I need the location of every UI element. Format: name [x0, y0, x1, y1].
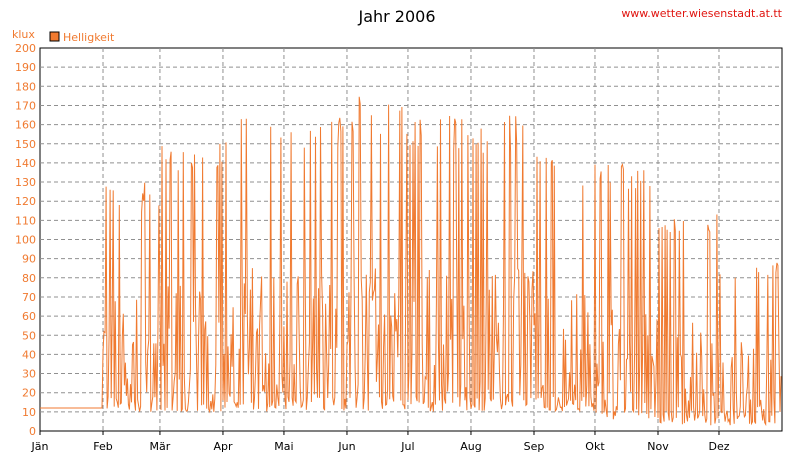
y-tick-label: 40	[22, 348, 36, 361]
y-tick-label: 10	[22, 406, 36, 419]
y-tick-label: 80	[22, 272, 36, 285]
x-tick-label: Jul	[400, 440, 414, 453]
y-tick-label: 180	[15, 80, 36, 93]
y-tick-label: 50	[22, 329, 36, 342]
y-tick-label: 140	[15, 157, 36, 170]
y-axis: 0 10 20 30 40 50 60 70 80 90 100 110 120 130 140 150 160…	[15, 42, 36, 438]
y-tick-label: 20	[22, 387, 36, 400]
legend-swatch	[49, 31, 60, 42]
y-tick-label: 100	[15, 234, 36, 247]
x-tick-label: Mai	[274, 440, 293, 453]
x-tick-label: Mär	[150, 440, 171, 453]
x-tick-label: Dez	[708, 440, 729, 453]
y-tick-label: 150	[15, 138, 36, 151]
y-tick-label: 170	[15, 99, 36, 112]
y-tick-label: 190	[15, 61, 36, 74]
x-tick-label: Jän	[31, 440, 49, 453]
y-tick-label: 70	[22, 291, 36, 304]
y-tick-label: 0	[29, 425, 36, 438]
series-helligkeit	[40, 96, 782, 427]
x-tick-label: Apr	[213, 440, 233, 453]
x-tick-label: Feb	[93, 440, 112, 453]
y-tick-label: 130	[15, 176, 36, 189]
x-tick-label: Sep	[524, 440, 545, 453]
x-tick-label: Aug	[460, 440, 481, 453]
x-tick-label: Okt	[585, 440, 605, 453]
watermark-link[interactable]: www.wetter.wiesenstadt.at.tt	[621, 7, 782, 20]
series-line-helligkeit	[40, 96, 782, 427]
y-tick-label: 90	[22, 253, 36, 266]
y-tick-label: 160	[15, 119, 36, 132]
y-tick-label: 120	[15, 195, 36, 208]
y-tick-label: 200	[15, 42, 36, 55]
x-tick-label: Nov	[647, 440, 669, 453]
y-tick-label: 30	[22, 368, 36, 381]
y-tick-label: 110	[15, 214, 36, 227]
y-tick-label: 60	[22, 310, 36, 323]
x-tick-label: Jun	[337, 440, 355, 453]
legend-label: Helligkeit	[63, 31, 115, 44]
x-axis: Jän Feb Mär Apr Mai Jun Jul Aug Sep Okt Nov Dez	[31, 431, 730, 453]
y-axis-unit-label: klux	[12, 28, 35, 41]
legend: Helligkeit	[49, 31, 115, 44]
chart-title: Jahr 2006	[357, 7, 435, 26]
